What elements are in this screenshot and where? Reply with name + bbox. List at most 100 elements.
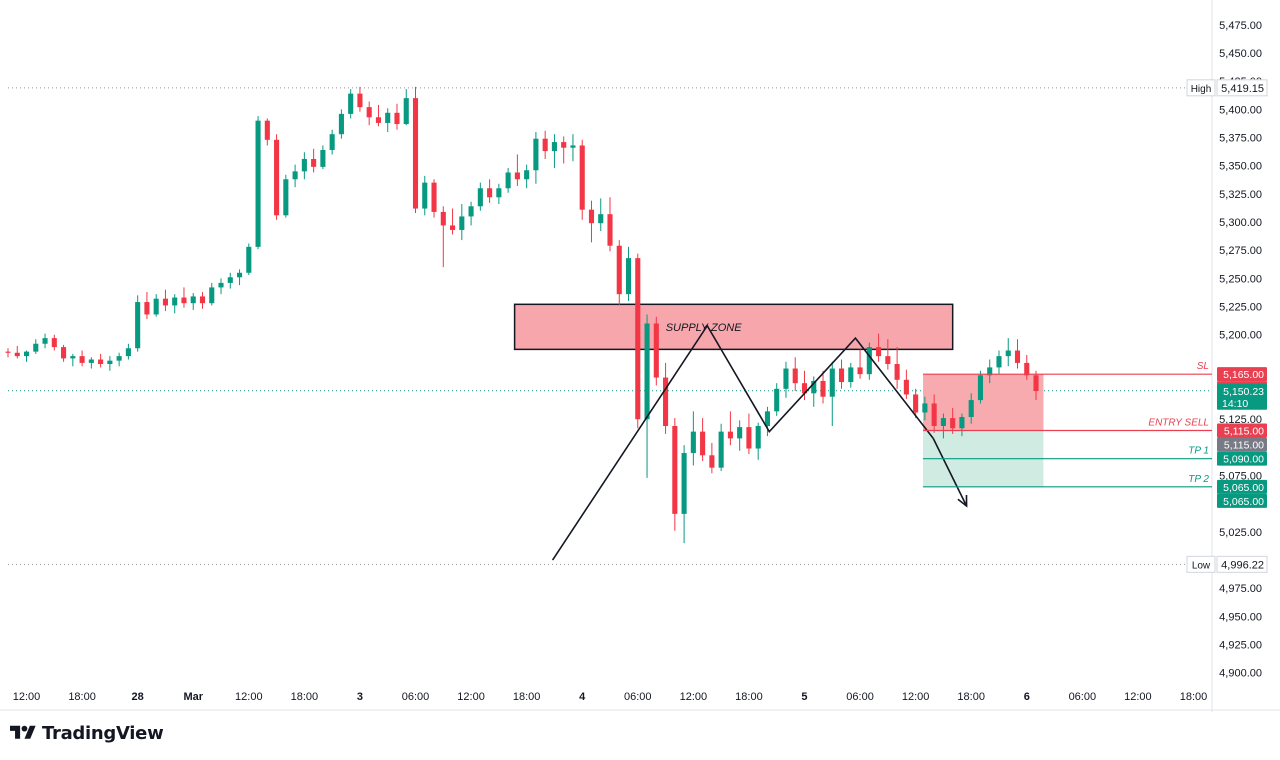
axis-badge-box [1217, 437, 1267, 452]
candle-body [422, 182, 428, 209]
candle [440, 206, 446, 268]
axis-badge: 5,065.00 [1217, 493, 1267, 508]
candle [940, 413, 946, 439]
candle-body [181, 297, 187, 304]
candle-body [838, 368, 845, 383]
candle [70, 353, 76, 367]
candle [496, 183, 502, 205]
candle [5, 348, 11, 358]
candle-body [1024, 362, 1030, 376]
candle-body [635, 258, 641, 420]
candle [385, 108, 391, 132]
level-label: ENTRY SELL [1148, 418, 1209, 429]
y-tick-label: 5,325.00 [1219, 189, 1262, 201]
candle-body [70, 356, 76, 359]
candle [477, 182, 483, 211]
price-axis-badges: 5,165.005,165.005,150.2314:105,115.005,1… [1217, 367, 1267, 508]
candle-body [616, 245, 622, 295]
axis-badge: 5,090.00 [1217, 451, 1267, 466]
x-tick-label: 12:00 [1124, 691, 1152, 703]
candle-body [663, 377, 669, 426]
axis-badge-box [1217, 423, 1267, 438]
y-tick-label: 5,300.00 [1219, 217, 1262, 229]
candle [274, 134, 280, 220]
axis-badge-box [1217, 493, 1267, 508]
candle-body [274, 139, 280, 216]
candle-body [737, 427, 743, 439]
candle-body [801, 383, 808, 394]
candle-body [1014, 350, 1021, 363]
projection-arrow-line [932, 438, 968, 507]
candle [885, 339, 891, 370]
candle [616, 240, 622, 306]
x-tick-label: 5 [801, 691, 807, 703]
candle-body [116, 356, 122, 361]
candle [348, 89, 354, 119]
candle-body [431, 182, 437, 212]
candle-body [477, 188, 483, 207]
level-label: SL [1197, 361, 1209, 372]
y-tick-label: 5,475.00 [1219, 20, 1262, 32]
candle [672, 418, 678, 531]
candle-body [968, 400, 974, 417]
candle [876, 333, 882, 362]
x-tick-label: 3 [357, 691, 363, 703]
axis-badge-price: 5,065.00 [1223, 496, 1264, 508]
candle-body [542, 138, 548, 152]
x-tick-label: 06:00 [1069, 691, 1097, 703]
candle [801, 370, 808, 401]
y-tick-label: 5,350.00 [1219, 161, 1262, 173]
candle-body [514, 172, 520, 180]
candle [366, 101, 372, 126]
candle [320, 145, 326, 170]
candle [737, 420, 743, 451]
candle-body [98, 359, 104, 365]
candle-body [783, 368, 789, 389]
level-label: TP 1 [1188, 446, 1209, 457]
axis-badge: 5,115.00 [1217, 423, 1267, 438]
candle-body [1033, 375, 1039, 392]
candle [959, 413, 965, 437]
candle-body [746, 427, 752, 449]
candle [848, 362, 854, 388]
candle-body [848, 367, 854, 383]
candle [718, 423, 724, 472]
candle-body [690, 431, 696, 454]
candle [838, 359, 845, 389]
candle [107, 356, 113, 371]
tradingview-logo-icon [10, 725, 36, 739]
candle-body [375, 117, 382, 123]
axis-badge-box [1217, 367, 1267, 382]
axis-badge-price: 5,065.00 [1223, 482, 1264, 494]
candle [264, 118, 270, 146]
candle [153, 294, 159, 317]
candle-body [61, 347, 67, 359]
candle [33, 339, 39, 354]
candle [625, 246, 632, 301]
candle-body [533, 138, 539, 171]
candle-body [820, 380, 826, 397]
candle-body [524, 170, 530, 180]
candle-body [876, 347, 882, 357]
candle-body [199, 296, 206, 304]
candle [866, 342, 872, 380]
candle [422, 175, 428, 216]
candle-body [700, 431, 706, 456]
candle [968, 393, 974, 424]
candle [533, 131, 539, 184]
y-tick-label: 5,125.00 [1219, 414, 1262, 426]
candle [996, 350, 1002, 375]
candle-body [23, 351, 30, 357]
candle-body [857, 367, 863, 375]
candle-body [79, 356, 85, 363]
candles [5, 86, 1039, 544]
candle [199, 291, 206, 309]
y-tick-label: 5,075.00 [1219, 471, 1262, 483]
price-chart[interactable]: 5,475.005,450.005,425.005,400.005,375.00… [0, 0, 1280, 720]
candle [829, 361, 835, 426]
x-tick-label: 18:00 [68, 691, 96, 703]
candle [125, 343, 131, 360]
axis-badge-price: 5,115.00 [1224, 426, 1264, 438]
candle-body [792, 368, 798, 384]
